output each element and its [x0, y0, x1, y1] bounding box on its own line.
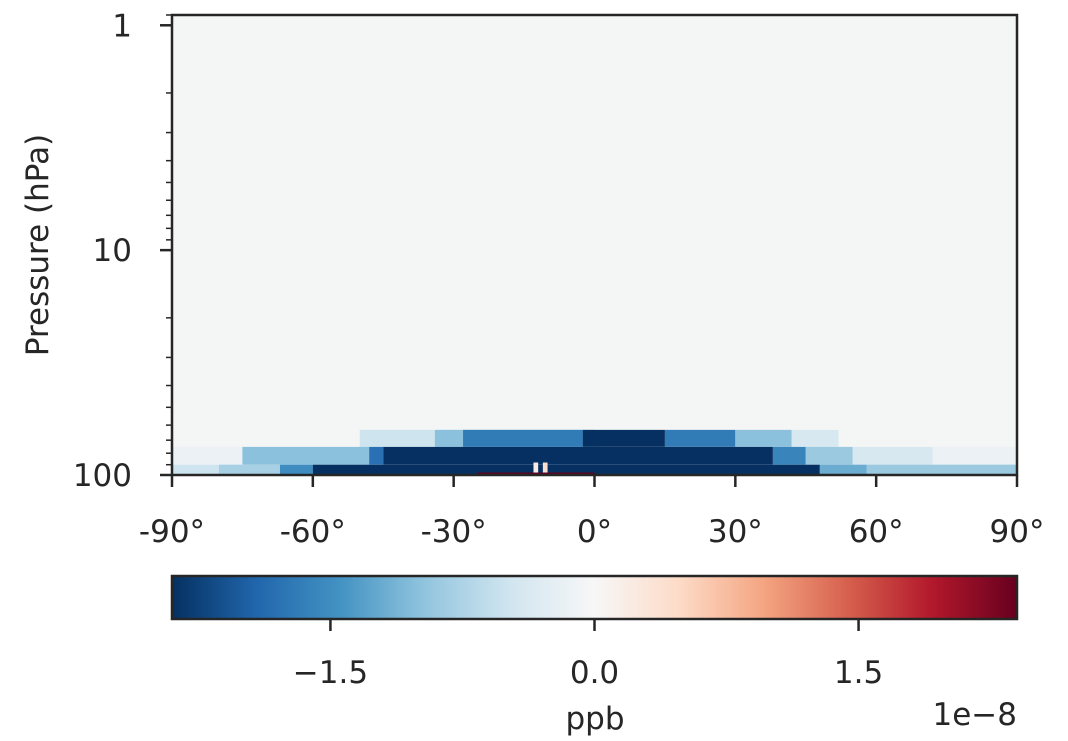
x-tick-label: -60° — [280, 514, 346, 550]
heatmap-cell — [218, 464, 280, 475]
y-tick-label: 100 — [73, 458, 132, 494]
colorbar-tick-label: −1.5 — [293, 655, 368, 691]
heatmap-cell — [735, 429, 792, 447]
colorbar-label: ppb — [565, 701, 624, 737]
y-axis-label: Pressure (hPa) — [20, 134, 56, 356]
colorbar-tick-label: 1.5 — [834, 655, 883, 691]
heatmap-cell — [279, 464, 313, 475]
x-axis: -90° -60° -30° 0° 30° 60° 90° — [139, 475, 1045, 550]
heatmap-cell — [312, 464, 820, 475]
x-tick-label: 90° — [990, 514, 1045, 550]
heatmap-cell — [772, 446, 806, 465]
x-tick-label: 60° — [849, 514, 904, 550]
heatmap-cell — [664, 429, 736, 447]
colorbar-ticks: −1.5 0.0 1.5 — [293, 619, 883, 691]
heatmap-cell — [369, 446, 384, 465]
heatmap-cell — [463, 429, 583, 447]
y-tick-label: 10 — [93, 233, 132, 269]
heatmap-cell — [866, 464, 1017, 475]
heatmap-cell — [242, 446, 370, 465]
heatmap-cell — [805, 446, 853, 465]
x-tick-label: 0° — [577, 514, 612, 550]
plot-background — [172, 15, 1017, 475]
heatmap-cell — [383, 446, 773, 465]
x-tick-label: -30° — [421, 514, 487, 550]
x-tick-label: -90° — [139, 514, 205, 550]
colorbar-offset-text: 1e−8 — [933, 697, 1018, 733]
heatmap-cell — [819, 464, 867, 475]
heatmap-cells — [172, 429, 1017, 475]
y-axis: 1 10 100 — [73, 8, 172, 494]
colorbar — [170, 574, 1019, 621]
y-tick-label: 1 — [112, 8, 132, 44]
heatmap-cell — [852, 446, 933, 465]
heatmap-highlight-cell — [533, 462, 539, 473]
heatmap-cell — [791, 429, 839, 447]
colorbar-tick-label: 0.0 — [570, 655, 619, 691]
heatmap-highlight-cell — [542, 462, 548, 473]
x-tick-label: 30° — [708, 514, 763, 550]
heatmap-cell — [582, 429, 665, 447]
